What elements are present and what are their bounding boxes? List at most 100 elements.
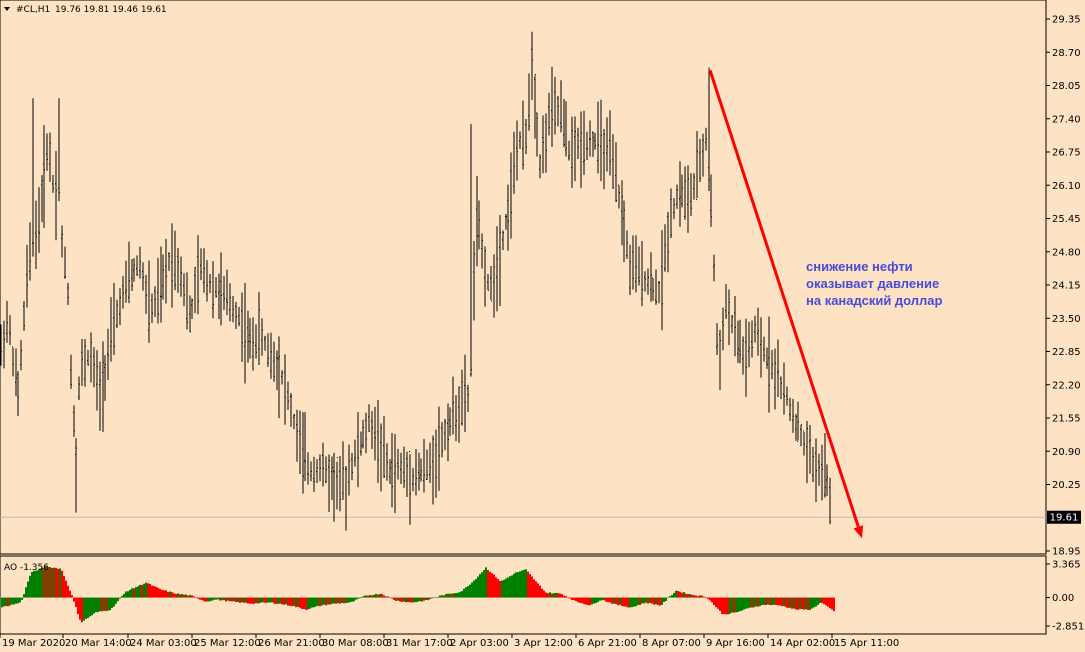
price-bar xyxy=(580,111,582,189)
price-bar xyxy=(458,386,460,443)
ao-bar xyxy=(457,592,459,598)
ao-bar xyxy=(109,597,111,611)
price-bar xyxy=(673,198,675,220)
price-bar xyxy=(710,174,712,227)
ao-bar xyxy=(545,592,547,598)
ao-bar xyxy=(391,597,393,599)
ao-bar xyxy=(829,597,831,609)
ao-bar xyxy=(517,572,519,598)
ao-bar xyxy=(379,593,381,598)
price-bar xyxy=(473,241,475,321)
ao-bar xyxy=(483,570,485,598)
ao-bar xyxy=(791,597,793,609)
price-bar xyxy=(812,447,814,482)
ao-bar xyxy=(67,585,69,598)
price-bar xyxy=(603,129,605,190)
ao-bar xyxy=(713,597,715,605)
price-bar xyxy=(223,276,225,310)
ao-bar xyxy=(101,597,103,612)
price-bar xyxy=(684,166,686,220)
ao-bar xyxy=(719,597,721,611)
ao-bar xyxy=(275,597,277,604)
ao-bar xyxy=(521,570,523,598)
price-bar xyxy=(23,301,25,331)
price-bar xyxy=(560,80,562,133)
ao-bar xyxy=(753,597,755,608)
price-bar xyxy=(528,73,530,131)
ao-bar xyxy=(485,567,487,598)
price-bar xyxy=(55,151,57,241)
ao-bar xyxy=(179,594,181,598)
ao-bar xyxy=(681,592,683,598)
price-bar xyxy=(252,317,254,371)
ao-bar xyxy=(543,590,545,598)
price-bar xyxy=(789,397,791,421)
ao-bar xyxy=(793,597,795,609)
price-bar xyxy=(554,76,556,135)
ao-bar xyxy=(665,597,667,601)
ao-bar xyxy=(721,597,723,614)
ao-bar xyxy=(69,590,71,598)
ao-bar xyxy=(297,597,299,607)
ao-bar xyxy=(227,597,229,601)
price-bar xyxy=(15,348,17,397)
price-bar xyxy=(9,315,11,345)
ao-tick-label: 3.365 xyxy=(1052,560,1081,571)
ao-bar xyxy=(271,597,273,603)
ao-bar xyxy=(487,570,489,598)
price-bar xyxy=(160,246,162,323)
ao-bar xyxy=(17,597,19,604)
price-bar xyxy=(102,341,104,432)
ao-bar xyxy=(427,597,429,601)
price-bar xyxy=(502,230,504,251)
price-bar xyxy=(3,320,5,369)
price-bar xyxy=(821,444,823,501)
price-bar xyxy=(391,433,393,508)
ao-bar xyxy=(653,597,655,605)
ao-bar xyxy=(527,571,529,598)
price-bar xyxy=(351,453,353,481)
ao-bar xyxy=(235,597,237,603)
price-bar xyxy=(493,254,495,318)
ao-bar xyxy=(53,567,55,598)
ao-bar xyxy=(611,597,613,604)
ao-bar xyxy=(745,597,747,609)
price-bar xyxy=(563,98,565,148)
price-bar xyxy=(618,184,620,209)
ao-bar xyxy=(103,597,105,611)
ao-bar xyxy=(313,597,315,608)
ao-bar xyxy=(395,597,397,601)
ao-bar xyxy=(743,597,745,610)
ao-bar xyxy=(463,588,465,598)
ao-bar xyxy=(459,591,461,598)
ao-bar xyxy=(277,597,279,604)
price-bar xyxy=(606,117,608,172)
price-tick-label: 22.85 xyxy=(1052,347,1081,358)
price-bar xyxy=(786,386,788,406)
price-bar xyxy=(806,420,808,484)
price-bar xyxy=(542,115,544,174)
ao-bar xyxy=(291,597,293,607)
price-bar xyxy=(449,407,451,436)
price-bar xyxy=(133,258,135,282)
ao-bar xyxy=(539,585,541,598)
price-bar xyxy=(81,338,83,386)
ao-bar xyxy=(321,597,323,606)
triangle-down-icon[interactable] xyxy=(4,7,10,11)
ao-bar xyxy=(563,595,565,598)
price-bar xyxy=(17,371,19,417)
price-bar xyxy=(322,442,324,487)
price-bar xyxy=(113,283,115,355)
ao-bar xyxy=(585,597,587,605)
ao-bar xyxy=(443,595,445,598)
ao-bar xyxy=(309,597,311,609)
price-bar xyxy=(284,354,286,425)
ao-bar xyxy=(11,597,13,605)
price-bar xyxy=(365,412,367,454)
ao-bar xyxy=(167,591,169,598)
ao-bar xyxy=(71,595,73,598)
ao-bar xyxy=(623,597,625,607)
ao-bar xyxy=(691,594,693,598)
price-bar xyxy=(348,444,350,496)
price-bar xyxy=(621,180,623,246)
